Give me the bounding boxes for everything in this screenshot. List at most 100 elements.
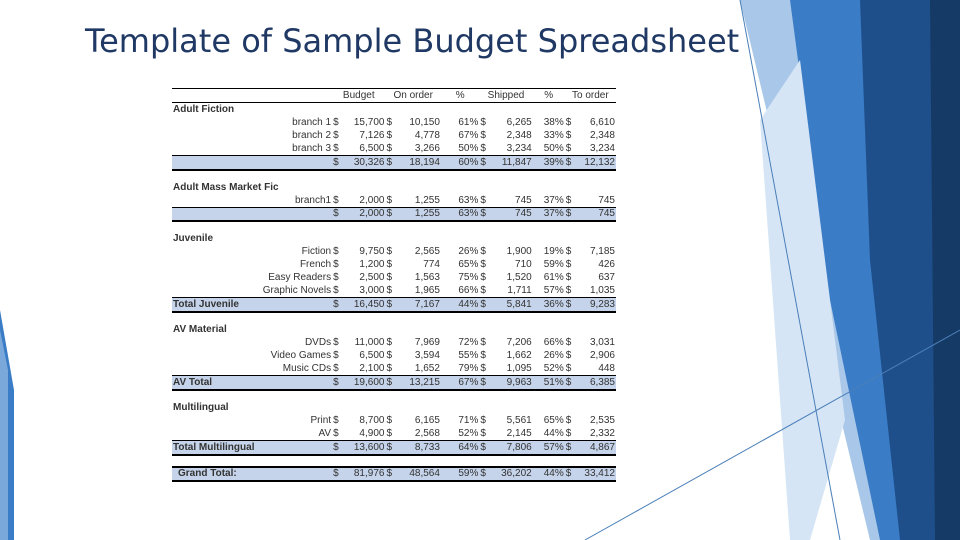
dollar-sign: $ [564, 439, 578, 456]
on-order-value: 13,215 [398, 374, 441, 391]
header-on-order: On order [385, 88, 441, 103]
budget-value: 11,000 [354, 336, 385, 348]
budget-value: 19,600 [342, 374, 386, 391]
total-row: $30,326 $18,194 60% $11,847 39% $12,132 [172, 154, 616, 171]
dollar-sign: $ [386, 349, 393, 361]
dollar-sign: $ [479, 439, 493, 456]
to-order-value: 3,234 [589, 142, 615, 154]
dollar-sign: $ [480, 129, 486, 141]
shipped-value: 7,206 [506, 336, 532, 348]
dollar-sign: $ [386, 285, 393, 297]
shipped-value: 745 [492, 206, 533, 223]
table-row: branch 1 $15,700 $10,150 61% $6,265 38% $6,610 [172, 116, 616, 129]
table-row: Fiction $9,750 $2,565 26% $1,900 19% $7,185 [172, 245, 616, 258]
dollar-sign: $ [565, 414, 572, 426]
to-order-value: 426 [598, 259, 615, 271]
dollar-sign: $ [386, 336, 393, 348]
row-label: Total Multilingual [172, 439, 333, 456]
dollar-sign: $ [480, 414, 486, 426]
dollar-sign: $ [565, 246, 572, 258]
spacer-cell [172, 170, 616, 181]
budget-value: 3,000 [359, 285, 385, 297]
grand-total-row: Grand Total: $81,976 $48,564 59% $36,202 44% $… [172, 465, 616, 483]
dollar-sign: $ [332, 154, 343, 171]
right-accent-shape-navy [930, 0, 960, 540]
percent-ordered-value: 71% [458, 414, 479, 426]
dollar-sign: $ [385, 206, 399, 223]
on-order-value: 10,150 [409, 116, 440, 128]
budget-table: Budget On order % Shipped % To order Adu… [172, 88, 616, 483]
shipped-value: 5,561 [506, 414, 532, 426]
to-order-value: 12,132 [577, 154, 616, 171]
on-order-value: 1,563 [414, 272, 440, 284]
percent-shipped-value: 57% [532, 439, 565, 456]
diagonal-line-2 [584, 329, 960, 540]
row-label: AV [318, 427, 332, 439]
total-row: Total Multilingual $13,600 $8,733 64% $7,806… [172, 439, 616, 456]
section-label: AV Material [173, 324, 227, 336]
table-row: Video Games $6,500 $3,594 55% $1,662 26% $2,90… [172, 349, 616, 362]
percent-shipped-value: 51% [532, 374, 565, 391]
dollar-sign: $ [333, 349, 339, 361]
dollar-sign: $ [564, 374, 578, 391]
shipped-value: 1,900 [506, 246, 532, 258]
to-order-value: 2,348 [589, 129, 615, 141]
row-label: AV Total [172, 374, 333, 391]
dollar-sign: $ [333, 194, 339, 206]
total-row: AV Total $19,600 $13,215 67% $9,963 51% $6,385 [172, 374, 616, 391]
budget-value: 2,500 [359, 272, 385, 284]
percent-shipped-value: 38% [543, 116, 564, 128]
row-label: Print [310, 414, 332, 426]
dollar-sign: $ [480, 142, 486, 154]
row-label: Easy Readers [268, 272, 332, 284]
section-header-row: Multilingual [172, 401, 616, 414]
dollar-sign: $ [386, 129, 393, 141]
to-order-value: 2,906 [589, 349, 615, 361]
to-order-value: 2,535 [589, 414, 615, 426]
on-order-value: 3,266 [414, 142, 440, 154]
budget-value: 2,100 [359, 362, 385, 374]
percent-ordered-value: 61% [458, 116, 479, 128]
percent-ordered-value: 72% [458, 336, 479, 348]
header-budget: Budget [332, 88, 386, 103]
row-label: branch 1 [292, 116, 332, 128]
spacer-cell [172, 390, 616, 401]
on-order-value: 2,565 [414, 246, 440, 258]
section-label: Juvenile [173, 233, 214, 245]
percent-shipped-value: 37% [543, 194, 564, 206]
dollar-sign: $ [565, 285, 572, 297]
percent-shipped-value: 61% [543, 272, 564, 284]
on-order-value: 7,969 [414, 336, 440, 348]
header-percent-ordered: % [440, 88, 480, 103]
percent-shipped-value: 44% [543, 427, 564, 439]
table-header-row: Budget On order % Shipped % To order [172, 88, 616, 103]
row-label: branch1 [294, 194, 332, 206]
to-order-value: 6,610 [589, 116, 615, 128]
percent-shipped-value: 39% [532, 154, 565, 171]
dollar-sign: $ [333, 259, 339, 271]
dollar-sign: $ [565, 194, 572, 206]
section-header-row: Juvenile [172, 232, 616, 245]
on-order-value: 1,652 [414, 362, 440, 374]
spacer-row [172, 455, 616, 467]
dollar-sign: $ [385, 374, 399, 391]
dollar-sign: $ [332, 465, 343, 483]
spacer-cell [172, 221, 616, 232]
dollar-sign: $ [333, 285, 339, 297]
dollar-sign: $ [480, 259, 486, 271]
percent-shipped-value: 37% [532, 206, 565, 223]
budget-value: 16,450 [342, 297, 386, 314]
dollar-sign: $ [386, 116, 393, 128]
to-order-value: 4,867 [577, 439, 616, 456]
dollar-sign: $ [480, 336, 486, 348]
percent-ordered-value: 63% [440, 206, 480, 223]
percent-shipped-value: 33% [543, 129, 564, 141]
budget-value: 7,126 [359, 129, 385, 141]
dollar-sign: $ [332, 439, 343, 456]
to-order-value: 1,035 [589, 285, 615, 297]
row-label: French [299, 259, 332, 271]
to-order-value: 448 [598, 362, 615, 374]
dollar-sign: $ [385, 154, 399, 171]
row-label: DVDs [304, 336, 332, 348]
dollar-sign: $ [565, 336, 572, 348]
